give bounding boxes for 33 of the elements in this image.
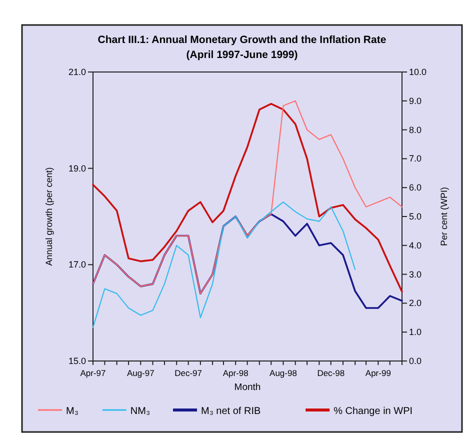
line-series (92, 202, 356, 328)
x-tick-label: Aug-98 (270, 368, 298, 378)
x-tick-label: Apr-97 (80, 368, 106, 378)
x-tick-label: Dec-97 (174, 368, 202, 378)
x-tick-label: Apr-99 (365, 368, 392, 378)
y2-tick-label: 6.0 (409, 182, 422, 193)
chart-title: Chart III.1: Annual Monetary Growth and the Inflation Rate (98, 34, 386, 46)
y2-tick-label: 0.0 (409, 356, 422, 366)
x-tick-label: Dec-98 (317, 368, 345, 378)
y-tick-label: 21.0 (68, 67, 86, 77)
y2-axis-title: Per cent (WPI) (439, 186, 449, 246)
y-tick-label: 15.0 (68, 356, 86, 366)
y2-tick-label: 9.0 (409, 96, 422, 106)
y2-tick-label: 8.0 (409, 124, 422, 135)
x-tick-label: Aug-97 (126, 368, 155, 378)
y2-tick-label: 1.0 (409, 327, 422, 338)
legend-label: NM₃ (130, 406, 150, 417)
chart-subtitle: (April 1997-June 1999) (186, 49, 298, 61)
y2-tick-label: 4.0 (409, 240, 422, 250)
line-series (92, 213, 403, 309)
legend-label: % Change in WPI (334, 406, 413, 417)
y2-tick-label: 2.0 (409, 298, 422, 308)
legend-label: M₃ net of RIB (201, 406, 261, 417)
x-axis-title: Month (234, 382, 261, 393)
y2-tick-label: 10.0 (409, 67, 427, 77)
y-tick-label: 19.0 (68, 163, 86, 174)
y-tick-label: 17.0 (68, 260, 86, 270)
x-tick-label: Apr-98 (222, 368, 249, 378)
y-axis-title: Annual growth (per cent) (44, 167, 54, 266)
y2-tick-label: 3.0 (409, 269, 422, 280)
y2-tick-label: 7.0 (409, 154, 422, 164)
legend-label: M₃ (66, 406, 78, 417)
y2-tick-label: 5.0 (409, 212, 422, 222)
